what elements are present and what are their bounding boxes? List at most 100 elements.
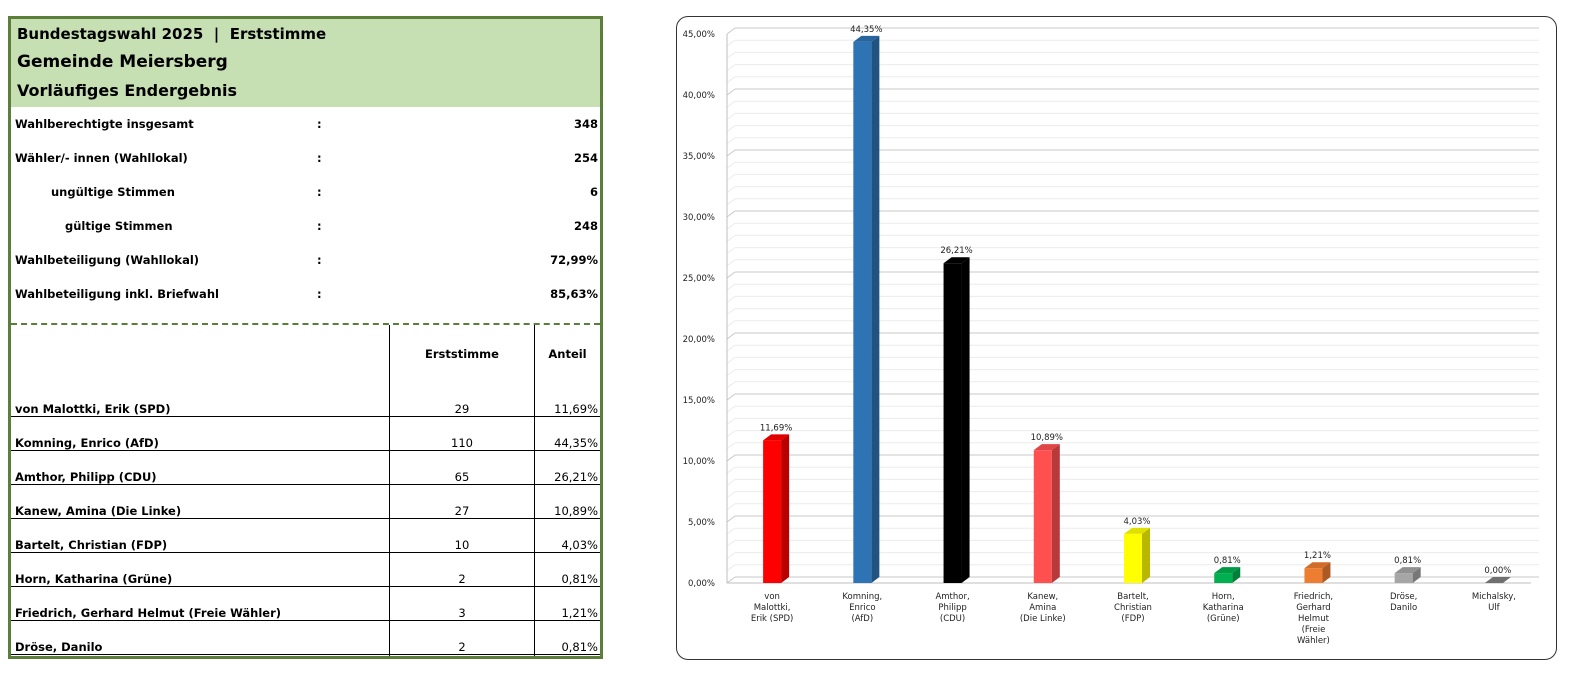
stat-label: Wähler/- innen (Wahllokal): [15, 151, 188, 165]
gridline-depth: [726, 76, 736, 84]
bar-side: [1142, 527, 1150, 583]
candidate-share: 10,89%: [534, 484, 600, 519]
bar-top: [1394, 567, 1421, 574]
category-label: Dröse,: [1390, 592, 1417, 602]
y-tick-label: 35,00%: [683, 152, 715, 162]
table-row: Friedrich, Gerhard Helmut (Freie Wähler)…: [11, 586, 600, 621]
category-label: Enrico: [849, 603, 876, 613]
stat-label: Wahlberechtigte insgesamt: [15, 117, 194, 131]
gridline-depth: [726, 27, 736, 35]
gridline-depth: [726, 64, 736, 71]
gridline-depth: [726, 466, 736, 474]
category-label: (AfD): [851, 614, 873, 624]
bar: [763, 440, 782, 583]
bar: [1124, 533, 1142, 583]
data-label: 1,21%: [1304, 551, 1331, 561]
y-tick-label: 45,00%: [683, 30, 715, 40]
result-status: Vorläufiges Endergebnis: [17, 81, 237, 100]
data-label: 0,81%: [1394, 556, 1421, 566]
category-label: Malottki,: [754, 603, 791, 613]
gridline-depth: [726, 137, 736, 145]
category-label: Katharina: [1203, 603, 1244, 613]
candidate-table-body: von Malottki, Erik (SPD) 29 11,69% Komning,…: [11, 383, 600, 656]
header-name-cell: [11, 325, 390, 383]
dashed-divider: [11, 323, 600, 325]
stat-label: gültige Stimmen: [65, 219, 173, 233]
gridline-depth: [726, 430, 736, 438]
municipality-title: Gemeinde Meiersberg: [17, 52, 228, 72]
candidate-share: 0,81%: [534, 552, 600, 587]
gridline-depth: [726, 527, 736, 535]
y-tick-label: 25,00%: [683, 274, 715, 284]
category-label: Ulf: [1488, 603, 1501, 613]
stat-colon: :: [317, 253, 322, 267]
table-row: Kanew, Amina (Die Linke) 27 10,89%: [11, 484, 600, 519]
gridline-depth: [726, 210, 736, 218]
stat-colon: :: [317, 219, 322, 233]
stat-row: Wahlbeteiligung (Wahllokal): 72,99%: [11, 243, 600, 277]
bar-top-shade: [1124, 527, 1150, 534]
bar-top: [1484, 577, 1511, 583]
candidate-share: 0,81%: [534, 620, 600, 655]
bar-side-shade: [1232, 567, 1241, 583]
bar: [943, 263, 962, 583]
table-row: Michalsky, Ulf00,00%: [11, 654, 600, 656]
category-label: Erik (SPD): [751, 614, 794, 624]
candidate-table: Erststimme Anteil von Malottki, Erik (SP…: [11, 325, 600, 656]
bar-top: [1124, 527, 1150, 534]
category-label: Bartelt,: [1117, 592, 1149, 602]
bar-top: [763, 434, 790, 441]
candidate-votes: 2: [389, 620, 535, 655]
data-label: 0,00%: [1484, 566, 1511, 576]
gridline-depth: [726, 113, 736, 120]
category-label: (Freie: [1302, 625, 1326, 635]
bar-side-shade: [871, 35, 880, 584]
stats-block: Wahlberechtigte insgesamt: 348 Wähler/- in…: [11, 107, 600, 311]
chart-frame: 0,00% 5,00% 10,00% 15,00% 20,00% 25,00% 30,00%…: [676, 16, 1557, 660]
bar-side: [1232, 567, 1241, 583]
stat-value: 85,63%: [550, 287, 598, 301]
gridline-depth: [726, 503, 736, 511]
gridline-depth: [726, 259, 736, 267]
candidate-share: 44,35%: [534, 416, 600, 451]
category-label: Michalsky,: [1472, 592, 1516, 602]
stat-colon: :: [317, 117, 322, 131]
category-label: (CDU): [940, 614, 965, 624]
gridline-depth: [726, 198, 736, 206]
bar: [1033, 450, 1052, 583]
gridline-depth: [726, 271, 736, 279]
gridline-depth: [726, 88, 736, 96]
bar-top-shade: [1033, 444, 1060, 451]
candidate-share: 26,21%: [534, 450, 600, 485]
y-tick-label: 15,00%: [683, 396, 715, 406]
category-label: Wähler): [1297, 636, 1330, 646]
gridline-depth: [726, 283, 736, 291]
stat-row: Wahlberechtigte insgesamt: 348: [11, 107, 600, 141]
candidate-name: Dröse, Danilo: [11, 620, 390, 655]
candidate-share: 1,21%: [534, 586, 600, 621]
category-label: (FDP): [1121, 614, 1144, 624]
bar-top-shade: [763, 434, 790, 441]
gridline-depth: [726, 356, 736, 364]
candidate-name: Bartelt, Christian (FDP): [11, 518, 390, 553]
candidate-name: Komning, Enrico (AfD): [11, 416, 390, 451]
bar-side: [1412, 567, 1421, 583]
bar-top-shade: [1214, 567, 1241, 574]
table-row: von Malottki, Erik (SPD) 29 11,69%: [11, 383, 600, 417]
y-tick-label: 30,00%: [683, 213, 715, 223]
data-label: 44,35%: [850, 25, 882, 35]
gridline-depth: [726, 173, 736, 181]
bar-side: [781, 434, 790, 583]
stat-value: 348: [573, 117, 598, 131]
gridline-depth: [726, 552, 736, 559]
candidate-votes: 3: [389, 586, 535, 621]
bar-side: [961, 257, 970, 583]
bar-top-shade: [1304, 562, 1331, 569]
gridline-depth: [726, 417, 736, 425]
candidate-votes: 29: [389, 383, 535, 417]
gridline-depth: [726, 308, 736, 316]
bar-top: [1214, 567, 1241, 574]
category-label: von: [764, 592, 780, 602]
data-label: 4,03%: [1123, 517, 1150, 527]
bar-side-shade: [1051, 444, 1060, 583]
